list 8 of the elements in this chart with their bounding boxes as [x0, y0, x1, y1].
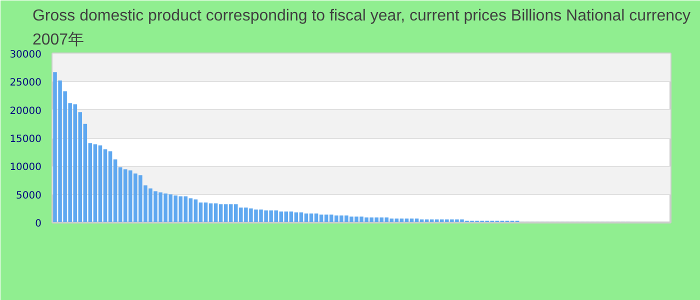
y-tick-label: 20000 [10, 106, 42, 117]
y-tick-label: 15000 [10, 134, 42, 145]
y-tick-label: 5000 [16, 190, 42, 202]
chart-title: Gross domestic product corresponding to fiscal year, current prices Billions National currency 2007年 [32, 8, 691, 48]
y-tick-label: 10000 [10, 162, 42, 174]
y-tick-label: 0 [35, 218, 42, 230]
y-tick-label: 25000 [10, 78, 42, 89]
y-tick-label: 30000 [10, 50, 42, 60]
